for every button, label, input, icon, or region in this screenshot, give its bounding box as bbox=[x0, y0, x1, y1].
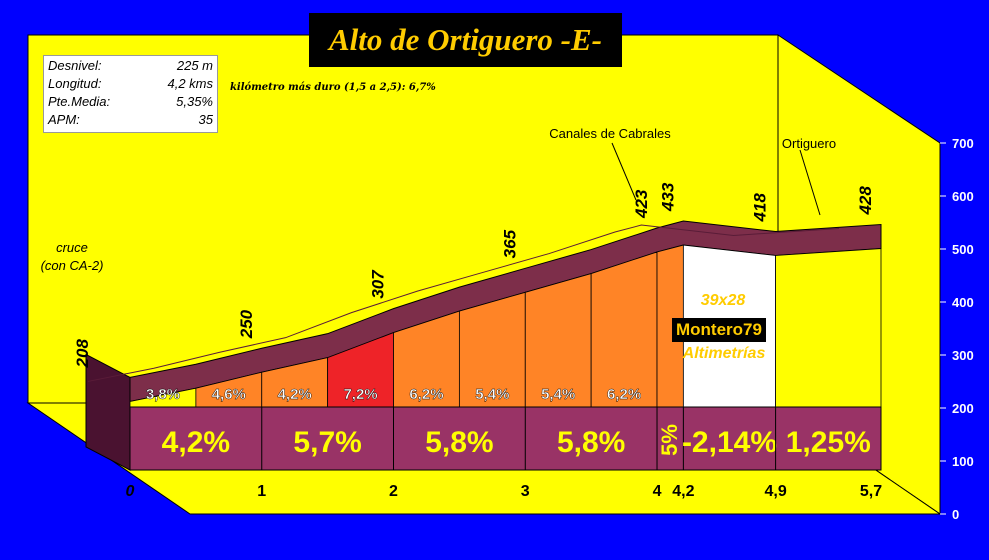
stat-row-desnivel: Desnivel: 225 m bbox=[48, 58, 213, 76]
grade-segment bbox=[590, 251, 658, 408]
stat-row-apm: APM: 35 bbox=[48, 112, 213, 130]
y-tick-label: 400 bbox=[952, 295, 974, 310]
place-leader-line bbox=[611, 142, 637, 201]
stat-label: Pte.Media: bbox=[48, 94, 111, 109]
segment-grade-label: 5,4% bbox=[541, 386, 575, 403]
segment-grade-label: 5,4% bbox=[475, 386, 509, 403]
title-box: Alto de Ortiguero -E- bbox=[309, 13, 622, 67]
altitude-label: 365 bbox=[500, 229, 519, 258]
x-tick-label: 5,7 bbox=[860, 483, 882, 500]
watermark-author: Montero79 bbox=[672, 318, 766, 342]
y-tick-label: 600 bbox=[952, 189, 974, 204]
altitude-label: 418 bbox=[751, 193, 770, 223]
km-grade-label: 1,25% bbox=[786, 426, 871, 459]
x-tick-label: 4 bbox=[653, 483, 662, 500]
grade-segments: 3,8% 4,6% 4,2% 7,2% 6,2% 5,4% 5,4% 6,2% bbox=[129, 244, 882, 408]
place-leader-line bbox=[799, 149, 821, 216]
segment-grade-label: 7,2% bbox=[343, 386, 377, 403]
stats-box: Desnivel: 225 m Longitud: 4,2 kms Pte.Me… bbox=[43, 55, 218, 133]
watermark-code: 39x28 bbox=[700, 292, 746, 309]
stat-value: 35 bbox=[198, 112, 213, 127]
segment-grade-label: 6,2% bbox=[607, 386, 641, 403]
segment-grade-label: 6,2% bbox=[409, 386, 443, 403]
base-band: 4,2% 5,7% 5,8% 5,8% 5% -2,14% 1,25% bbox=[129, 406, 882, 471]
stat-label: APM: bbox=[48, 112, 80, 127]
place-label: Canales de Cabrales bbox=[549, 126, 671, 141]
altitude-label: 307 bbox=[369, 269, 388, 299]
stat-row-longitud: Longitud: 4,2 kms bbox=[48, 76, 213, 94]
x-tick-label: 4,2 bbox=[672, 483, 694, 500]
stat-value: 4,2 kms bbox=[167, 76, 213, 91]
y-tick-label: 0 bbox=[952, 507, 959, 522]
grade-segment bbox=[775, 248, 882, 408]
x-tick-label: 3 bbox=[521, 483, 530, 500]
place-label: Ortiguero bbox=[782, 136, 836, 151]
x-tick-label: 0 bbox=[126, 483, 135, 500]
altitude-label: 428 bbox=[856, 186, 875, 216]
chart-title: Alto de Ortiguero -E- bbox=[329, 22, 602, 57]
x-tick-label: 2 bbox=[389, 483, 398, 500]
x-tick-label: 4,9 bbox=[764, 483, 786, 500]
place-label: cruce bbox=[56, 240, 88, 255]
km-grade-label: 5,8% bbox=[557, 426, 625, 459]
stat-value: 5,35% bbox=[176, 94, 213, 109]
stat-row-pendiente: Pte.Media: 5,35% bbox=[48, 94, 213, 112]
km-grade-label: 5,7% bbox=[293, 426, 361, 459]
stat-value: 225 m bbox=[176, 58, 213, 73]
y-tick-label: 100 bbox=[952, 454, 974, 469]
km-grade-label: 5,8% bbox=[425, 426, 493, 459]
stat-label: Desnivel: bbox=[48, 58, 102, 73]
base-band-rect bbox=[129, 406, 882, 471]
x-tick-label: 1 bbox=[257, 483, 266, 500]
segment-grade-label: 4,2% bbox=[278, 386, 312, 403]
km-grade-label: 5% bbox=[657, 424, 682, 456]
chart-labels: 0 1 2 3 4 4,2 4,9 5,7 208 250 307 365 423 433 418 428 cr… bbox=[41, 126, 883, 500]
place-label: (con CA-2) bbox=[41, 258, 104, 273]
y-axis: 0 100 200 300 400 500 600 700 bbox=[940, 136, 974, 522]
km-grade-label: 4,2% bbox=[162, 426, 230, 459]
stat-label: Longitud: bbox=[48, 76, 102, 91]
altitude-label: 433 bbox=[658, 182, 677, 212]
segment-grade-label: 4,6% bbox=[212, 386, 246, 403]
y-tick-label: 500 bbox=[952, 242, 974, 257]
profile-back-edge bbox=[87, 224, 840, 382]
hardest-km-note: kilómetro más duro (1,5 a 2,5): 6,7% bbox=[230, 82, 436, 93]
y-tick-label: 700 bbox=[952, 136, 974, 151]
watermark-site: Altimetrías bbox=[682, 345, 766, 362]
altitude-label: 423 bbox=[632, 189, 651, 219]
altitude-label: 208 bbox=[73, 339, 92, 369]
y-tick-label: 300 bbox=[952, 348, 974, 363]
altitude-label: 250 bbox=[237, 309, 256, 339]
km-grade-label: -2,14% bbox=[682, 426, 777, 459]
y-tick-label: 200 bbox=[952, 401, 974, 416]
segment-grade-label: 3,8% bbox=[146, 386, 180, 403]
